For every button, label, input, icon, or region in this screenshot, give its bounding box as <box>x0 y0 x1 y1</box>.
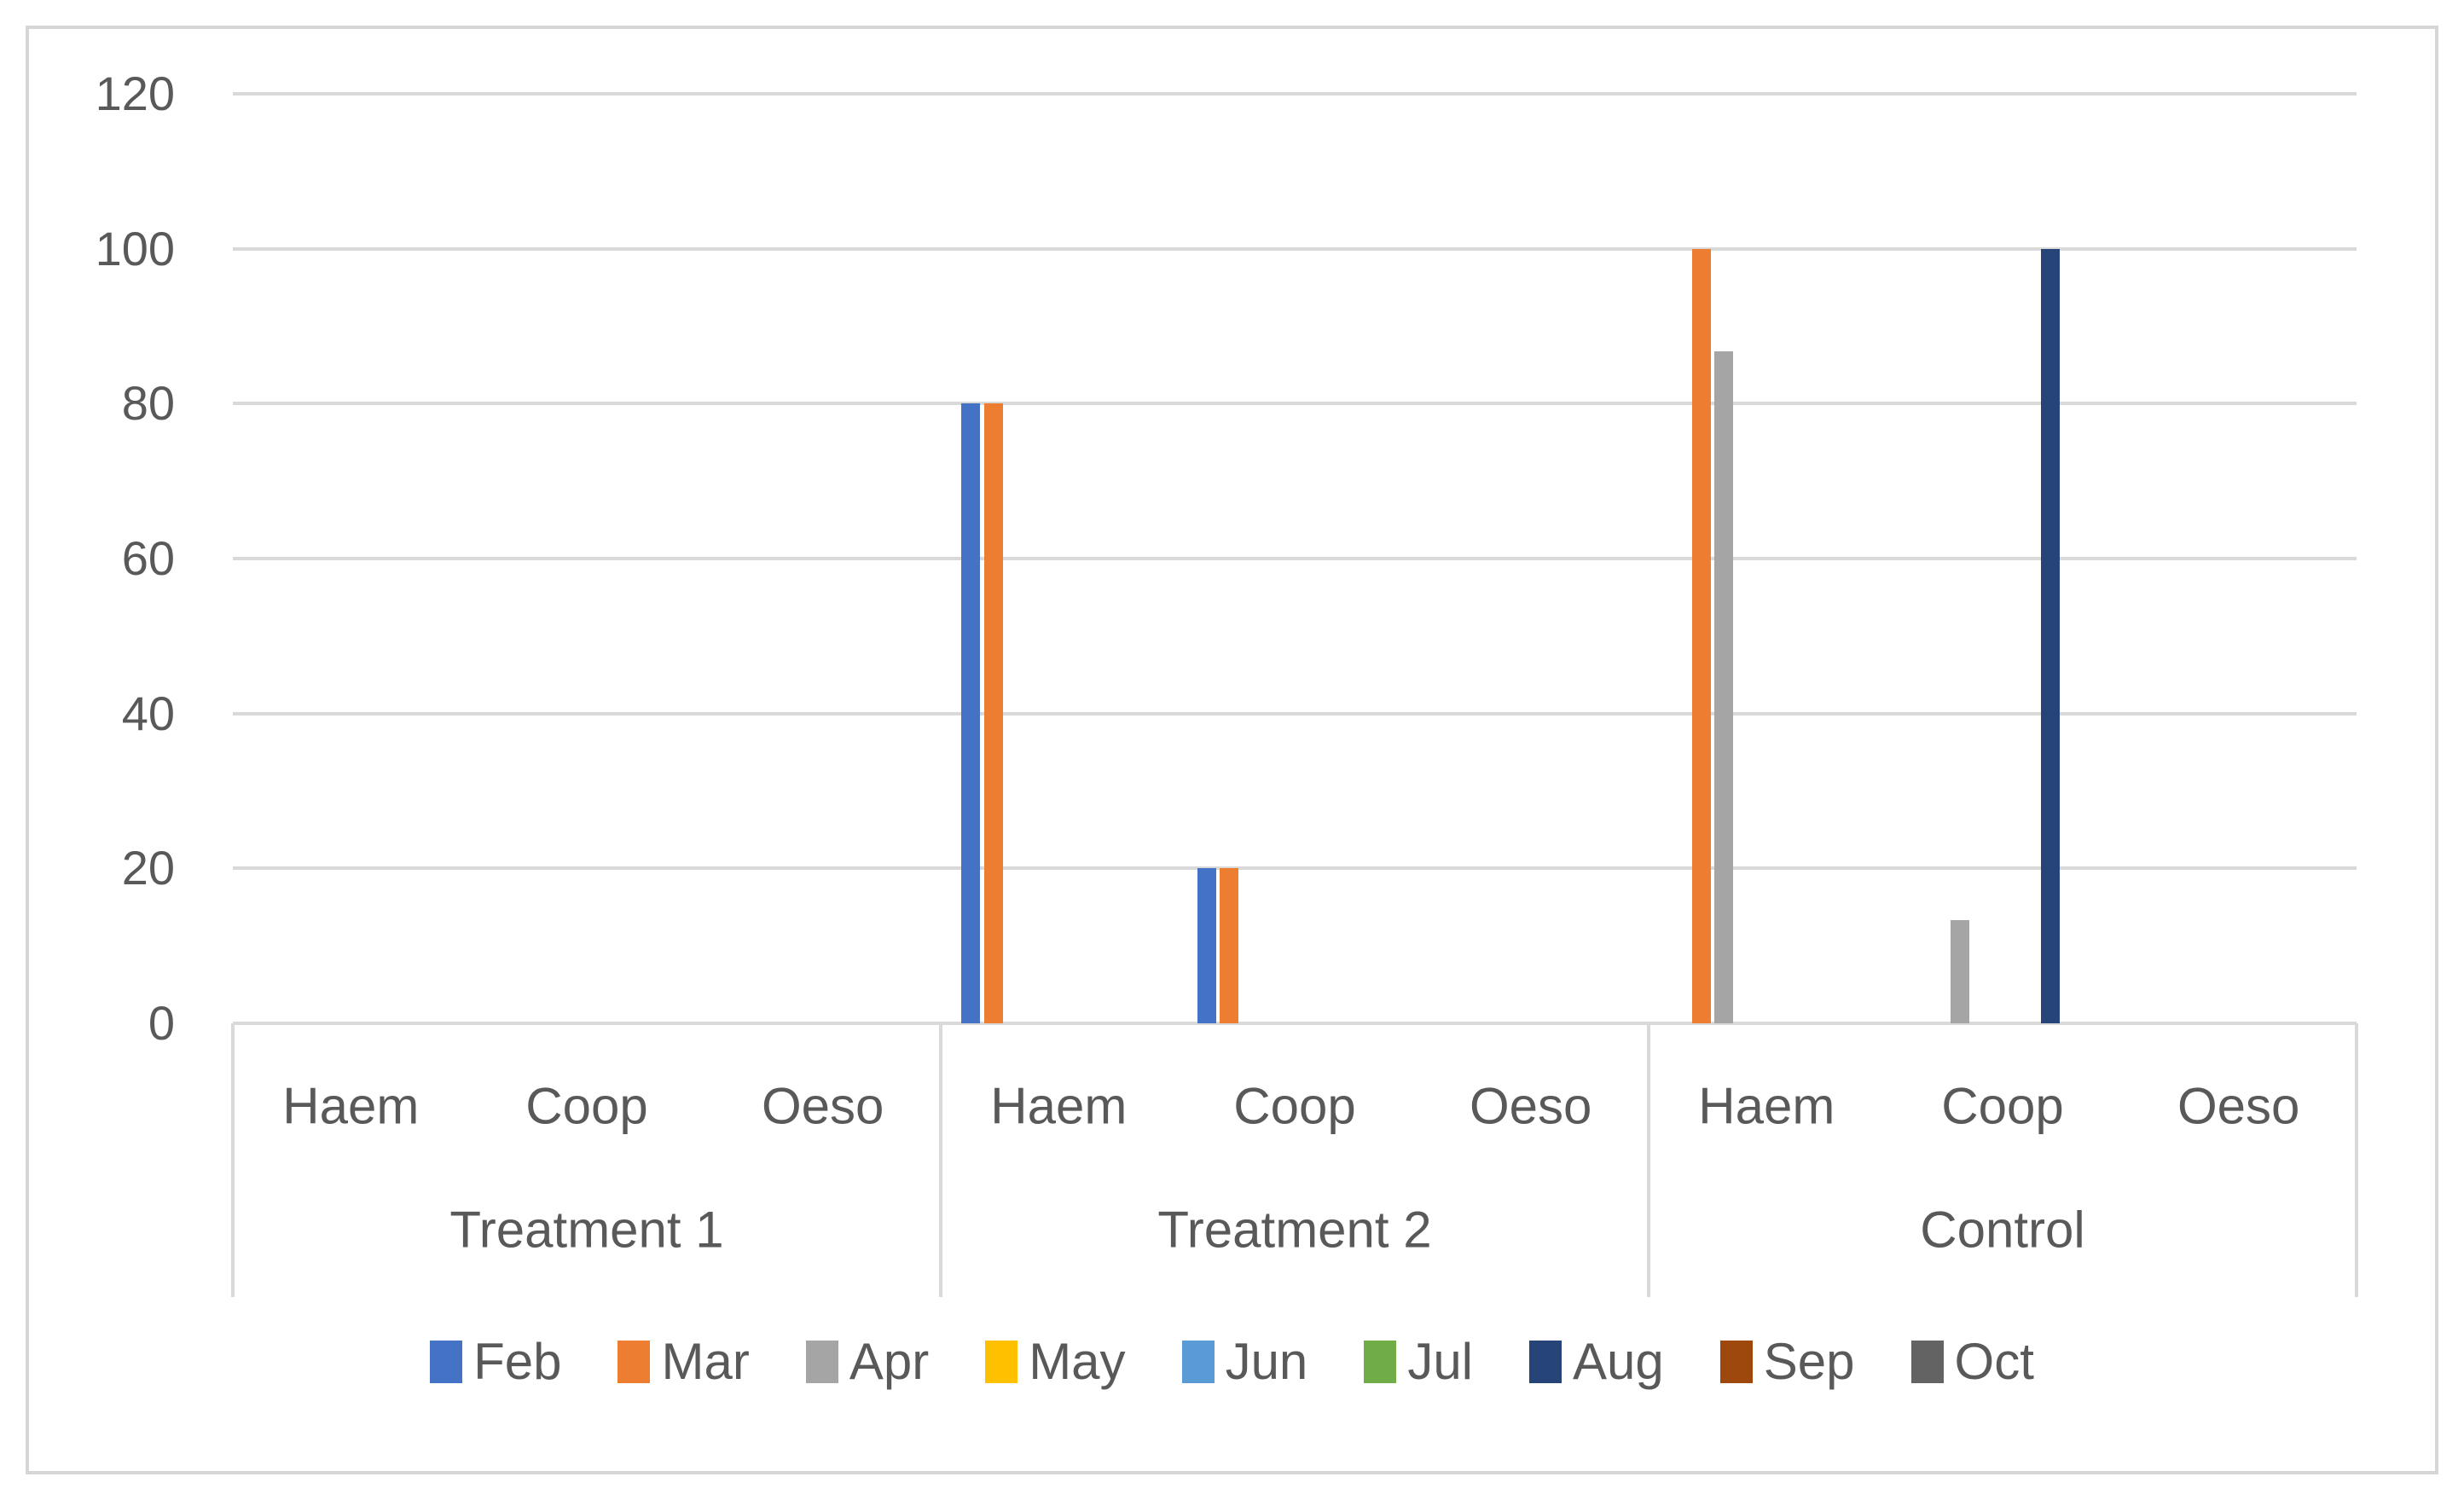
y-tick-label-120: 120 <box>95 67 175 120</box>
legend-item-feb: Feb <box>430 1332 561 1391</box>
legend-label-jul: Jul <box>1407 1333 1474 1390</box>
category-label-treatment-1-haem: Haem <box>282 1077 420 1135</box>
legend-item-jun: Jun <box>1181 1332 1308 1391</box>
gridline-80 <box>233 402 2357 406</box>
category-label-treatment-1-oeso: Oeso <box>761 1077 884 1135</box>
group-label-control: Control <box>1920 1201 2085 1259</box>
legend-item-oct: Oct <box>1910 1332 2034 1391</box>
legend-swatch-feb <box>430 1340 463 1383</box>
gridline-60 <box>233 557 2357 560</box>
legend-item-mar: Mar <box>617 1332 750 1391</box>
bar-apr-control-haem <box>1714 351 1733 1023</box>
group-label-treatment-1: Treatment 1 <box>449 1201 724 1259</box>
y-tick-label-100: 100 <box>95 221 175 275</box>
legend-swatch-oct <box>1910 1340 1944 1383</box>
category-label-control-haem: Haem <box>1698 1077 1835 1135</box>
legend-swatch-aug <box>1529 1340 1562 1383</box>
legend-swatch-sep <box>1719 1340 1753 1383</box>
category-divider-2 <box>1647 1023 1650 1297</box>
legend-label-mar: Mar <box>661 1333 750 1390</box>
figure-border <box>26 26 2438 1474</box>
y-tick-label-40: 40 <box>121 686 175 740</box>
legend-item-may: May <box>985 1332 1126 1391</box>
y-tick-label-0: 0 <box>148 996 175 1050</box>
bar-aug-control-coop <box>2040 248 2060 1023</box>
bar-mar-treatment-2-haem <box>983 403 1003 1023</box>
gridline-0 <box>233 1022 2357 1025</box>
category-label-treatment-2-oeso: Oeso <box>1469 1077 1592 1135</box>
category-label-control-coop: Coop <box>1941 1077 2064 1135</box>
bar-apr-control-coop <box>1950 920 1969 1023</box>
y-tick-label-20: 20 <box>121 841 175 895</box>
y-tick-label-60: 60 <box>121 531 175 585</box>
legend-swatch-jun <box>1181 1340 1215 1383</box>
gridline-40 <box>233 711 2357 715</box>
legend-item-jul: Jul <box>1364 1332 1473 1391</box>
legend-item-aug: Aug <box>1529 1332 1664 1391</box>
legend-item-sep: Sep <box>1719 1332 1855 1391</box>
bar-mar-treatment-2-coop <box>1220 868 1239 1023</box>
legend-label-sep: Sep <box>1763 1333 1855 1390</box>
y-tick-label-80: 80 <box>121 376 175 431</box>
legend-swatch-apr <box>805 1340 838 1383</box>
bar-mar-control-haem <box>1691 248 1711 1023</box>
legend: Feb Mar Apr May Jun Jul Aug Sep Oct <box>0 1332 2464 1391</box>
legend-label-oct: Oct <box>1954 1333 2034 1390</box>
category-label-control-oeso: Oeso <box>2177 1077 2300 1135</box>
legend-swatch-may <box>985 1340 1018 1383</box>
category-label-treatment-2-coop: Coop <box>1233 1077 1356 1135</box>
bar-feb-treatment-2-coop <box>1197 868 1216 1023</box>
category-label-treatment-2-haem: Haem <box>990 1077 1128 1135</box>
gridline-20 <box>233 866 2357 871</box>
bar-feb-treatment-2-haem <box>961 403 980 1023</box>
legend-swatch-jul <box>1364 1340 1397 1383</box>
gridline-120 <box>233 92 2357 96</box>
legend-label-apr: Apr <box>849 1333 930 1390</box>
legend-label-jun: Jun <box>1225 1333 1308 1390</box>
category-divider-3 <box>2355 1023 2358 1297</box>
category-divider-1 <box>939 1023 942 1297</box>
category-label-treatment-1-coop: Coop <box>525 1077 648 1135</box>
legend-item-apr: Apr <box>805 1332 930 1391</box>
legend-swatch-mar <box>617 1340 651 1383</box>
legend-label-feb: Feb <box>473 1333 562 1390</box>
legend-label-aug: Aug <box>1573 1333 1664 1390</box>
group-label-treatment-2: Treatment 2 <box>1157 1201 1432 1259</box>
category-divider-0 <box>231 1023 235 1297</box>
legend-label-may: May <box>1029 1333 1126 1390</box>
gridline-100 <box>233 246 2357 251</box>
